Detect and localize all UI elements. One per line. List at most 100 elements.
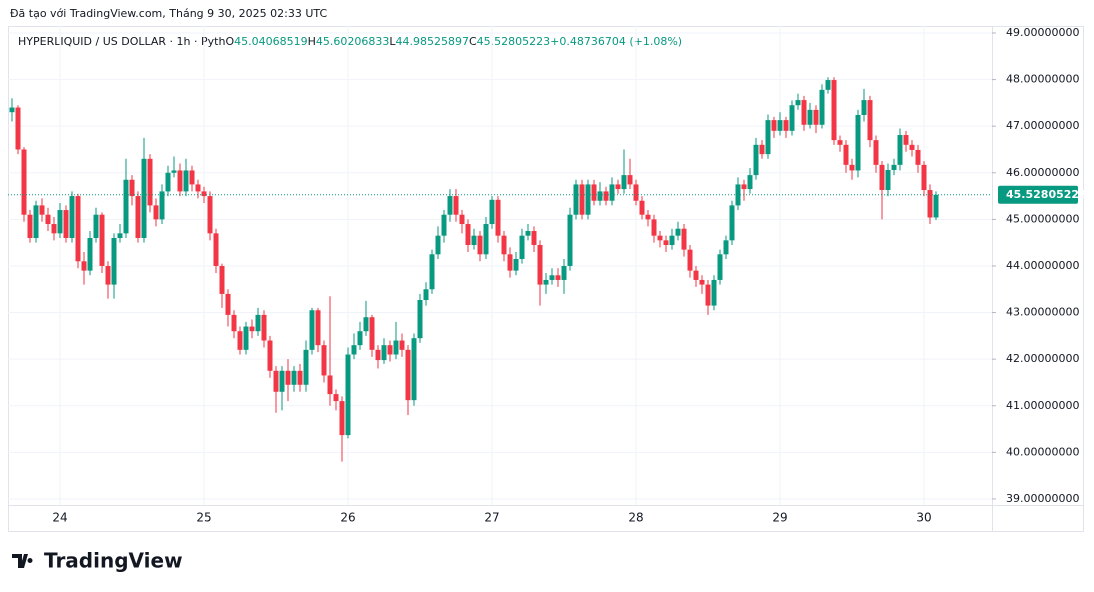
candle-body	[129, 179, 135, 197]
candle-body	[513, 258, 519, 271]
candle-body	[825, 80, 831, 90]
candle-body	[819, 89, 825, 125]
candle-body	[591, 184, 597, 201]
logo-text: TradingView	[44, 549, 183, 573]
candle-body	[495, 199, 501, 236]
candle-body	[105, 265, 111, 285]
candle-body	[315, 310, 321, 346]
ohlc-letter: C	[469, 35, 477, 48]
y-tick-label: 45.00000000	[1006, 212, 1079, 225]
candle-body	[723, 240, 729, 255]
candle-body	[255, 314, 261, 332]
y-tick-label: 39.00000000	[1006, 492, 1079, 505]
candle-body	[675, 228, 681, 236]
candle-body	[867, 100, 873, 141]
candle-body	[93, 214, 99, 239]
candle-body	[279, 370, 285, 392]
candle-body	[933, 194, 939, 218]
candle-body	[141, 158, 147, 239]
candle-body	[351, 345, 357, 355]
candle-body	[801, 100, 807, 125]
y-tick-label: 44.00000000	[1006, 259, 1079, 272]
candle-body	[567, 214, 573, 266]
candle-body	[15, 107, 21, 150]
candle-body	[231, 314, 237, 332]
candle-body	[165, 172, 171, 192]
candle-body	[387, 345, 393, 355]
candle-body	[585, 184, 591, 215]
candle-body	[195, 184, 201, 192]
candle-body	[927, 190, 933, 218]
candle-body	[111, 238, 117, 285]
candle-body	[501, 235, 507, 255]
candle-body	[735, 184, 741, 206]
candle-body	[903, 135, 909, 145]
candle-body	[45, 214, 51, 225]
ohlc-letter: O	[225, 35, 234, 48]
candle-body	[261, 314, 267, 341]
candle-body	[759, 144, 765, 155]
candle-body	[615, 184, 621, 190]
candle-body	[399, 340, 405, 350]
candle-body	[357, 331, 363, 346]
y-tick-label: 41.00000000	[1006, 399, 1079, 412]
candle-body	[705, 284, 711, 306]
candle-body	[267, 340, 273, 371]
candle-body	[171, 170, 177, 173]
symbol-title: HYPERLIQUID / US DOLLAR · 1h · Pyth	[18, 35, 225, 48]
candle-body	[381, 345, 387, 361]
candle-body	[699, 279, 705, 285]
candle-body	[57, 210, 63, 234]
candle-body	[873, 140, 879, 165]
candle-body	[333, 394, 339, 402]
candle-body	[897, 135, 903, 165]
x-tick-label: 28	[628, 511, 643, 525]
header-text: HYPERLIQUID / US DOLLAR · 1h · PythO45.0…	[18, 35, 682, 48]
candle-body	[477, 235, 483, 255]
candle-body	[645, 214, 651, 220]
x-tick-label: 25	[196, 511, 211, 525]
candle-body	[369, 317, 375, 350]
candle-body	[339, 401, 345, 436]
candle-body	[87, 238, 93, 271]
candle-body	[693, 270, 699, 280]
candle-body	[711, 279, 717, 306]
x-tick-label: 29	[772, 511, 787, 525]
candle-body	[909, 144, 915, 150]
candle-body	[789, 105, 795, 131]
candle-body	[663, 240, 669, 245]
candle-body	[225, 293, 231, 315]
x-tick-label: 30	[916, 511, 931, 525]
candle-body	[531, 231, 537, 245]
candle-body	[621, 175, 627, 190]
candle-body	[393, 340, 399, 355]
candle-body	[627, 175, 633, 185]
candle-body	[681, 228, 687, 250]
header: HYPERLIQUID / US DOLLAR · 1h · PythO45.0…	[18, 35, 682, 48]
candle-body	[237, 331, 243, 350]
candle-body	[405, 349, 411, 401]
candle-body	[915, 149, 921, 165]
candle-body	[201, 191, 207, 197]
candle-body	[603, 191, 609, 201]
candle-body	[9, 107, 15, 113]
candle-body	[39, 205, 45, 215]
candle-body	[741, 184, 747, 190]
candle-body	[885, 169, 891, 191]
last-price-box	[998, 185, 1078, 204]
candle-body	[375, 349, 381, 361]
candle-body	[597, 191, 603, 201]
logo: TradingView	[12, 549, 183, 573]
candle-body	[327, 375, 333, 395]
candle-body	[447, 196, 453, 215]
y-tick-label: 48.00000000	[1006, 73, 1079, 86]
candle-body	[633, 184, 639, 201]
candle-body	[75, 196, 81, 262]
logo-icon	[12, 554, 33, 568]
candle-body	[579, 184, 585, 215]
candle-body	[657, 235, 663, 241]
candle-body	[81, 261, 87, 271]
candle-body	[669, 235, 675, 245]
candle-body	[177, 170, 183, 192]
ohlc-value: 45.60206833	[316, 35, 389, 48]
